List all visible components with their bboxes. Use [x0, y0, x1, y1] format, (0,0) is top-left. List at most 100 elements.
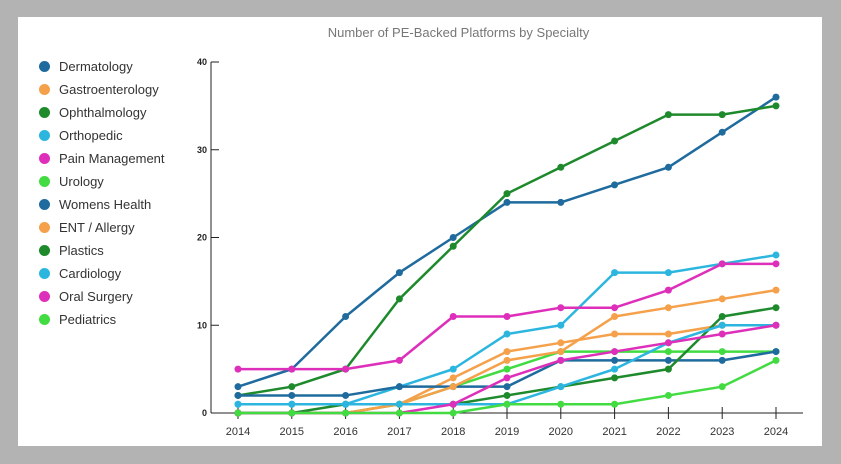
data-point-pediatrics — [611, 400, 619, 408]
data-point-ophthalmology — [395, 295, 403, 303]
data-point-ent-allergy — [772, 286, 780, 294]
data-point-oral-surgery — [772, 321, 780, 329]
data-point-womens-health — [503, 383, 511, 391]
legend-label: Cardiology — [59, 266, 122, 281]
data-point-orthopedic — [611, 269, 619, 277]
data-point-ophthalmology — [772, 102, 780, 110]
legend-item-plastics[interactable]: Plastics — [39, 239, 165, 262]
legend-item-ent-allergy[interactable]: ENT / Allergy — [39, 216, 165, 239]
y-tick-label: 0 — [202, 408, 207, 418]
data-point-ophthalmology — [664, 111, 672, 119]
data-point-pain-management — [288, 365, 296, 373]
legend-dot-icon — [39, 130, 50, 141]
data-point-dermatology — [611, 181, 619, 189]
data-point-dermatology — [395, 269, 403, 277]
data-point-orthopedic — [557, 321, 565, 329]
legend-label: Plastics — [59, 243, 104, 258]
data-point-pediatrics — [395, 409, 403, 417]
data-point-womens-health — [611, 356, 619, 364]
data-point-pain-management — [611, 304, 619, 312]
legend-dot-icon — [39, 199, 50, 210]
data-point-womens-health — [234, 391, 242, 399]
data-point-pediatrics — [449, 409, 457, 417]
data-point-pain-management — [342, 365, 350, 373]
legend-label: Oral Surgery — [59, 289, 133, 304]
legend-item-womens-health[interactable]: Womens Health — [39, 193, 165, 216]
legend-item-cardiology[interactable]: Cardiology — [39, 262, 165, 285]
data-point-pediatrics — [718, 383, 726, 391]
data-point-ent-allergy — [611, 312, 619, 320]
legend-dot-icon — [39, 61, 50, 72]
data-point-dermatology — [503, 198, 511, 206]
legend-label: Pediatrics — [59, 312, 117, 327]
data-point-plastics — [718, 312, 726, 320]
x-tick-label: 2016 — [333, 426, 357, 438]
data-point-pediatrics — [503, 400, 511, 408]
data-point-orthopedic — [664, 269, 672, 277]
data-point-dermatology — [718, 128, 726, 136]
legend-dot-icon — [39, 153, 50, 164]
legend-item-ophthalmology[interactable]: Ophthalmology — [39, 101, 165, 124]
data-point-pediatrics — [772, 356, 780, 364]
data-point-womens-health — [342, 391, 350, 399]
x-tick-label: 2019 — [495, 426, 519, 438]
legend-label: Dermatology — [59, 59, 133, 74]
data-point-pain-management — [234, 365, 242, 373]
data-point-gastroenterology — [611, 330, 619, 338]
legend-dot-icon — [39, 245, 50, 256]
data-point-dermatology — [772, 93, 780, 101]
data-point-plastics — [503, 391, 511, 399]
data-point-pain-management — [718, 260, 726, 268]
data-point-pain-management — [772, 260, 780, 268]
x-tick-label: 2017 — [387, 426, 411, 438]
data-point-oral-surgery — [611, 348, 619, 356]
y-tick-label: 10 — [197, 320, 207, 330]
legend-dot-icon — [39, 222, 50, 233]
data-point-plastics — [664, 365, 672, 373]
legend-label: Gastroenterology — [59, 82, 159, 97]
data-point-womens-health — [288, 391, 296, 399]
legend-label: Urology — [59, 174, 104, 189]
data-point-plastics — [772, 304, 780, 312]
data-point-ent-allergy — [449, 383, 457, 391]
data-point-dermatology — [234, 383, 242, 391]
data-point-urology — [503, 365, 511, 373]
data-point-gastroenterology — [449, 374, 457, 382]
data-point-pain-management — [503, 312, 511, 320]
x-tick-label: 2021 — [602, 426, 626, 438]
legend-item-urology[interactable]: Urology — [39, 170, 165, 193]
legend-item-orthopedic[interactable]: Orthopedic — [39, 124, 165, 147]
data-point-dermatology — [449, 234, 457, 241]
data-point-pediatrics — [234, 409, 242, 417]
legend-label: Orthopedic — [59, 128, 123, 143]
data-point-cardiology — [234, 400, 242, 408]
data-point-ent-allergy — [557, 348, 565, 356]
data-point-ophthalmology — [611, 137, 619, 145]
legend-item-oral-surgery[interactable]: Oral Surgery — [39, 285, 165, 308]
data-point-pain-management — [664, 286, 672, 294]
data-point-ophthalmology — [503, 190, 511, 198]
data-point-urology — [718, 348, 726, 356]
legend-label: Ophthalmology — [59, 105, 147, 120]
data-point-dermatology — [664, 163, 672, 171]
data-point-cardiology — [718, 321, 726, 329]
data-point-ophthalmology — [288, 383, 296, 391]
legend-item-pain-management[interactable]: Pain Management — [39, 147, 165, 170]
legend-dot-icon — [39, 314, 50, 325]
data-point-gastroenterology — [664, 330, 672, 338]
data-point-dermatology — [557, 198, 565, 206]
data-point-oral-surgery — [449, 400, 457, 408]
data-point-pediatrics — [557, 400, 565, 408]
data-point-ophthalmology — [718, 111, 726, 119]
data-point-orthopedic — [449, 365, 457, 373]
data-point-womens-health — [395, 383, 403, 391]
legend-item-pediatrics[interactable]: Pediatrics — [39, 308, 165, 331]
y-tick-label: 40 — [197, 57, 207, 67]
legend-item-dermatology[interactable]: Dermatology — [39, 55, 165, 78]
legend-item-gastroenterology[interactable]: Gastroenterology — [39, 78, 165, 101]
data-point-womens-health — [718, 356, 726, 364]
data-point-oral-surgery — [718, 330, 726, 338]
legend: Dermatology Gastroenterology Ophthalmology… — [39, 55, 165, 331]
x-tick-label: 2015 — [280, 426, 304, 438]
